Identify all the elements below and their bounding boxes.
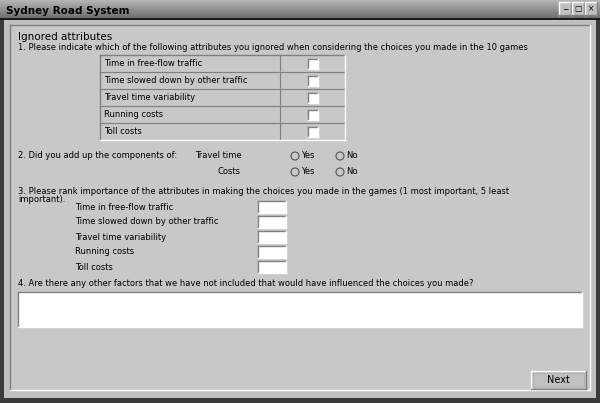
Text: No: No bbox=[346, 168, 358, 177]
Text: 2. Did you add up the components of:: 2. Did you add up the components of: bbox=[18, 152, 177, 160]
Text: Sydney Road System: Sydney Road System bbox=[6, 6, 130, 16]
Bar bbox=[572, 2, 584, 15]
Bar bbox=[0, 11, 600, 12]
Bar bbox=[0, 0, 600, 1]
Bar bbox=[308, 127, 317, 137]
Text: Travel time: Travel time bbox=[195, 152, 242, 160]
Text: Toll costs: Toll costs bbox=[75, 262, 113, 272]
Bar bbox=[280, 72, 345, 89]
Text: □: □ bbox=[574, 4, 581, 13]
Text: 3. Please rank importance of the attributes in making the choices you made in th: 3. Please rank importance of the attribu… bbox=[18, 187, 509, 195]
Text: 1. Please indicate which of the following attributes you ignored when considerin: 1. Please indicate which of the followin… bbox=[18, 44, 528, 52]
Bar bbox=[0, 8, 600, 9]
Text: Travel time variability: Travel time variability bbox=[104, 93, 195, 102]
Circle shape bbox=[291, 152, 299, 160]
Text: Costs: Costs bbox=[217, 168, 240, 177]
Bar bbox=[308, 58, 317, 69]
Bar bbox=[0, 2, 600, 3]
Text: Time in free-flow traffic: Time in free-flow traffic bbox=[75, 202, 173, 212]
Bar bbox=[280, 123, 345, 140]
Bar bbox=[559, 2, 571, 15]
Text: Running costs: Running costs bbox=[75, 247, 134, 256]
Bar bbox=[0, 17, 600, 18]
Bar bbox=[280, 55, 345, 72]
Bar bbox=[258, 261, 286, 273]
Bar bbox=[0, 4, 600, 5]
Text: Time in free-flow traffic: Time in free-flow traffic bbox=[104, 59, 202, 68]
Text: 4. Are there any other factors that we have not included that would have influen: 4. Are there any other factors that we h… bbox=[18, 280, 473, 289]
Bar bbox=[585, 2, 597, 15]
Bar bbox=[0, 6, 600, 7]
Bar bbox=[0, 13, 600, 14]
Bar bbox=[308, 110, 317, 120]
Text: ─: ─ bbox=[563, 4, 568, 13]
Bar bbox=[258, 201, 286, 213]
Bar bbox=[258, 231, 286, 243]
Bar bbox=[308, 93, 317, 102]
Circle shape bbox=[336, 152, 344, 160]
Bar bbox=[258, 216, 286, 228]
Text: Next: Next bbox=[547, 375, 570, 385]
Circle shape bbox=[291, 168, 299, 176]
Bar bbox=[0, 18, 600, 20]
Bar bbox=[0, 16, 600, 17]
Bar bbox=[0, 7, 600, 8]
Text: Toll costs: Toll costs bbox=[104, 127, 142, 136]
Bar bbox=[0, 5, 600, 6]
Bar bbox=[0, 9, 600, 10]
Bar bbox=[0, 3, 600, 4]
Text: No: No bbox=[346, 152, 358, 160]
Text: Running costs: Running costs bbox=[104, 110, 163, 119]
Bar bbox=[280, 106, 345, 123]
Bar bbox=[280, 89, 345, 106]
Bar bbox=[100, 72, 280, 89]
Circle shape bbox=[336, 168, 344, 176]
Bar bbox=[100, 123, 280, 140]
Bar bbox=[0, 14, 600, 15]
Text: Travel time variability: Travel time variability bbox=[75, 233, 166, 241]
Text: important).: important). bbox=[18, 195, 65, 204]
Bar bbox=[0, 15, 600, 16]
Bar bbox=[0, 12, 600, 13]
Bar bbox=[0, 10, 600, 11]
Bar bbox=[0, 0, 600, 18]
Bar bbox=[0, 1, 600, 2]
Bar bbox=[100, 89, 280, 106]
Bar bbox=[100, 106, 280, 123]
Bar bbox=[100, 55, 280, 72]
Bar bbox=[258, 246, 286, 258]
Text: Yes: Yes bbox=[301, 168, 314, 177]
Text: Time slowed down by other traffic: Time slowed down by other traffic bbox=[75, 218, 218, 226]
Text: Time slowed down by other traffic: Time slowed down by other traffic bbox=[104, 76, 248, 85]
Bar bbox=[308, 75, 317, 85]
Text: ×: × bbox=[588, 4, 594, 13]
Text: Yes: Yes bbox=[301, 152, 314, 160]
Text: Ignored attributes: Ignored attributes bbox=[18, 32, 112, 42]
Bar bbox=[18, 292, 582, 327]
Bar bbox=[531, 371, 586, 389]
Bar bbox=[533, 373, 584, 387]
